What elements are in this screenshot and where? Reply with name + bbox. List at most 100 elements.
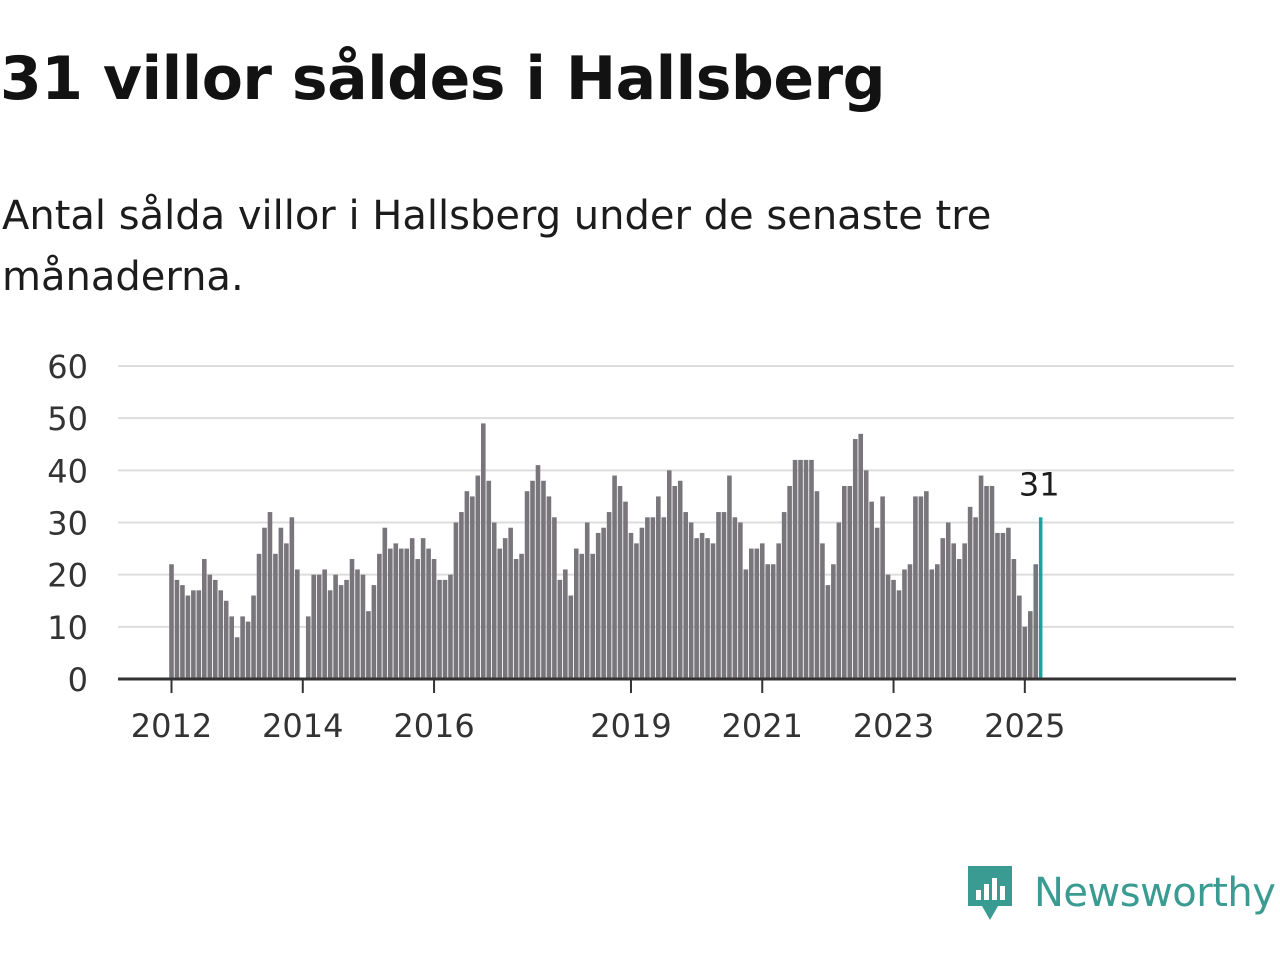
bar: [289, 517, 295, 679]
bar: [196, 590, 202, 679]
bar: [863, 470, 869, 679]
bar: [409, 538, 415, 679]
bar: [913, 496, 918, 679]
bar: [552, 517, 557, 679]
bar: [628, 532, 634, 679]
bar: [311, 574, 317, 679]
bar: [645, 517, 650, 679]
bar: [295, 569, 300, 679]
bar: [699, 532, 705, 679]
bar: [212, 579, 218, 679]
bar: [218, 590, 224, 679]
chart-subtitle: Antal sålda villor i Hallsberg under de …: [2, 193, 992, 300]
bar: [940, 538, 946, 679]
bar: [995, 532, 1000, 679]
bar: [820, 543, 825, 679]
bar: [1033, 564, 1039, 679]
bar: [776, 543, 781, 679]
bar: [497, 548, 502, 679]
bar: [677, 480, 683, 679]
brand-name: Newsworthy: [1034, 870, 1276, 916]
bar: [666, 470, 672, 679]
bar: [502, 538, 508, 679]
bar: [327, 590, 333, 679]
bar: [612, 475, 617, 679]
bar: [732, 517, 738, 679]
bar: [459, 512, 464, 679]
bar: [251, 595, 256, 679]
bar: [207, 574, 213, 679]
bar: [355, 569, 360, 679]
bar: [420, 538, 426, 679]
bar: [377, 553, 382, 679]
bar: [1006, 527, 1011, 679]
bar: [973, 517, 978, 679]
y-tick-label: 0: [68, 661, 88, 699]
bar: [716, 512, 721, 679]
y-tick-label: 10: [47, 609, 88, 647]
y-tick-label: 30: [47, 505, 88, 543]
bar: [880, 496, 885, 679]
bar: [262, 527, 267, 679]
bar: [442, 579, 448, 679]
bar: [918, 496, 924, 679]
bar: [229, 616, 234, 679]
y-tick-label: 60: [47, 348, 88, 386]
bar: [617, 485, 623, 679]
bar: [180, 585, 185, 679]
bar: [278, 527, 284, 679]
bar: [1000, 532, 1006, 679]
bar: [847, 485, 853, 679]
bar: [874, 527, 880, 679]
bar: [924, 491, 929, 679]
bar: [563, 569, 568, 679]
bar: [267, 512, 273, 679]
x-tick-label: 2012: [131, 707, 212, 745]
bar: [338, 585, 344, 679]
highlight-bar: [1038, 517, 1043, 679]
bar: [530, 480, 535, 679]
bar: [305, 616, 311, 679]
bar: [705, 538, 710, 679]
bar: [360, 574, 366, 679]
bar: [781, 512, 787, 679]
bar: [535, 465, 541, 679]
bar: [349, 559, 355, 679]
bar: [486, 480, 492, 679]
value-annotation: 31: [1019, 465, 1060, 503]
bar: [836, 522, 842, 679]
bar: [174, 579, 180, 679]
bar: [191, 590, 196, 679]
bar: [524, 491, 530, 679]
bar: [223, 600, 229, 679]
bar: [770, 564, 776, 679]
bar: [453, 522, 459, 679]
bar: [437, 579, 442, 679]
bar: [240, 616, 245, 679]
bar: [956, 559, 962, 679]
bar: [694, 538, 699, 679]
bar: [989, 485, 995, 679]
bar: [962, 543, 967, 679]
bar: [907, 564, 913, 679]
bar: [650, 517, 656, 679]
bar: [546, 496, 552, 679]
bar: [798, 459, 803, 679]
bar: [579, 553, 585, 679]
bar: [508, 527, 513, 679]
bar: [382, 527, 388, 679]
bar: [344, 579, 349, 679]
bar: [749, 548, 754, 679]
bar: [584, 522, 590, 679]
bar: [978, 475, 984, 679]
bar: [738, 522, 743, 679]
bar: [398, 548, 404, 679]
bar: [1022, 626, 1028, 679]
x-tick-label: 2014: [262, 707, 343, 745]
bar: [639, 527, 645, 679]
bar: [388, 548, 393, 679]
bar: [896, 590, 902, 679]
bar: [803, 459, 809, 679]
bar: [967, 506, 973, 679]
bar: [759, 543, 765, 679]
